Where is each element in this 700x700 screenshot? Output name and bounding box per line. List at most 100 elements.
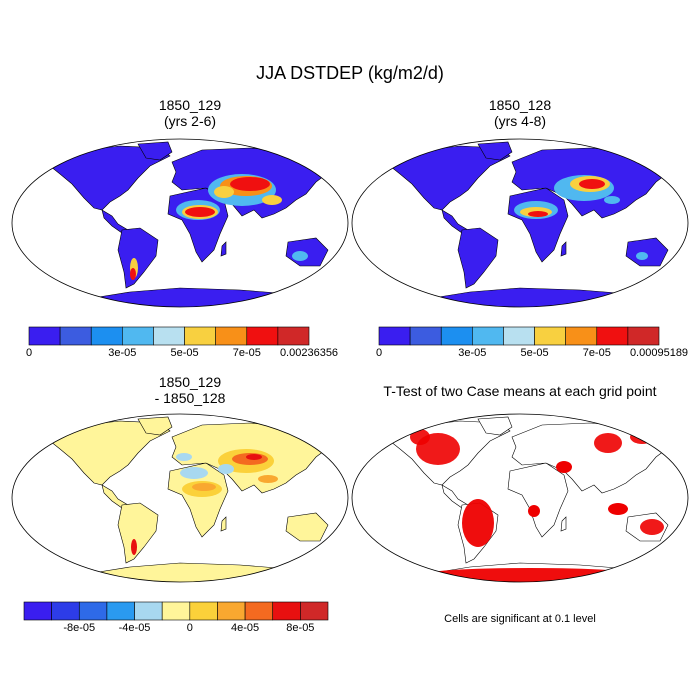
colorbar-box	[161, 601, 191, 621]
australia-land	[285, 512, 329, 542]
field-blob	[180, 467, 208, 479]
greenland-land	[477, 416, 513, 436]
field-blob	[462, 499, 494, 547]
colorbar-box	[153, 326, 185, 346]
colorbar-box	[627, 326, 660, 346]
field-blob	[630, 430, 654, 444]
madagascar-land	[560, 241, 567, 257]
panel2-title: 1850_128 (yrs 4-8)	[360, 97, 680, 129]
colorbar-box	[122, 326, 154, 346]
panel2-subtitle: (yrs 4-8)	[493, 113, 547, 129]
africa-land	[507, 462, 569, 538]
field-blob	[262, 195, 282, 205]
greenland-land	[477, 141, 513, 161]
colorbar-tick-label: 7e-05	[582, 347, 611, 359]
field-blob	[176, 453, 192, 461]
colorbar-tick-label: 7e-05	[232, 347, 261, 359]
colorbar-box	[184, 326, 216, 346]
colorbar-tick-label: 0	[25, 347, 33, 359]
colorbar-box	[23, 601, 52, 621]
field-blob	[185, 207, 215, 217]
field-blob	[604, 196, 620, 204]
colorbar-tick-label: 3e-05	[458, 347, 487, 359]
panel4-map	[351, 413, 689, 583]
panel3-subtitle: - 1850_128	[154, 390, 226, 406]
colorbar-box	[189, 601, 218, 621]
field-blob	[214, 186, 234, 198]
colorbar-tick-label: 0	[186, 622, 193, 634]
colorbar-tick-label: 3e-05	[108, 347, 137, 359]
field-blob	[640, 519, 664, 535]
field-blob	[556, 461, 572, 473]
southAmerica-land	[117, 502, 159, 564]
panel1-map	[11, 138, 349, 308]
colorbar-tick-label: 5e-05	[170, 347, 199, 359]
map-content	[12, 139, 348, 307]
panel3-colorbar	[23, 601, 329, 621]
field-blob	[230, 177, 270, 191]
panel3-title-text: 1850_129	[158, 374, 222, 390]
colorbar-tick-label: -8e-05	[63, 622, 96, 634]
map-border	[11, 138, 349, 308]
colorbar-box	[59, 326, 92, 346]
colorbar-box	[90, 326, 123, 346]
madagascar-land	[560, 516, 567, 532]
colorbar-tick-label: -4e-05	[118, 622, 151, 634]
field-blob	[410, 429, 430, 445]
colorbar-box	[596, 326, 629, 346]
field-blob	[246, 454, 262, 460]
colorbar-box	[106, 601, 135, 621]
colorbar-box	[565, 326, 598, 346]
panel1-subtitle: (yrs 2-6)	[163, 113, 217, 129]
australia-land	[625, 237, 669, 267]
map-border	[351, 138, 689, 308]
colorbar-tick-label: 0	[375, 347, 383, 359]
map-border	[351, 413, 689, 583]
field-blob	[579, 179, 605, 189]
field-blob	[292, 251, 308, 261]
madagascar-land	[220, 241, 227, 257]
colorbar-box	[440, 326, 473, 346]
colorbar-box	[409, 326, 442, 346]
colorbar-tick-label: 0.00236356	[279, 347, 339, 359]
significance-note: Cells are significant at 0.1 level	[444, 613, 596, 625]
field-blob	[528, 211, 548, 217]
southAmerica-land	[117, 227, 159, 289]
colorbar-box	[472, 326, 504, 346]
colorbar-box	[300, 601, 329, 621]
colorbar-tick-label: 4e-05	[231, 622, 260, 634]
colorbar-box	[244, 601, 274, 621]
colorbar-box	[134, 601, 163, 621]
field-blob	[528, 505, 540, 517]
field-blob	[258, 475, 278, 483]
colorbar-box	[51, 601, 80, 621]
panel4-title: T-Test of two Case means at each grid po…	[383, 383, 657, 399]
colorbar-tick-label: 0.00095189	[629, 347, 689, 359]
colorbar-box	[277, 326, 310, 346]
colorbar-box	[246, 326, 279, 346]
field-blob	[594, 433, 622, 453]
field-blob	[192, 483, 216, 491]
colorbar-box	[272, 601, 301, 621]
colorbar-box	[217, 601, 246, 621]
figure-title: JJA DSTDEP (kg/m2/d)	[256, 63, 444, 83]
field-blob	[131, 539, 137, 555]
field-blob	[130, 268, 136, 280]
madagascar-land	[220, 516, 227, 532]
field-blob	[218, 464, 234, 474]
panel2-map	[351, 138, 689, 308]
colorbar-box	[503, 326, 535, 346]
colorbar-box	[534, 326, 566, 346]
colorbar-box	[215, 326, 248, 346]
colorbar-box	[78, 601, 108, 621]
field-blob	[636, 252, 648, 260]
panel3-map	[11, 413, 349, 583]
panel2-colorbar	[378, 326, 660, 346]
panel1-colorbar	[28, 326, 310, 346]
panel1-title: 1850_129 (yrs 2-6)	[30, 97, 350, 129]
map-border	[11, 413, 349, 583]
panel3-title: 1850_129 - 1850_128	[30, 374, 350, 406]
africa-land	[167, 462, 229, 538]
colorbar-box	[378, 326, 411, 346]
panel1-title-text: 1850_129	[158, 97, 222, 113]
